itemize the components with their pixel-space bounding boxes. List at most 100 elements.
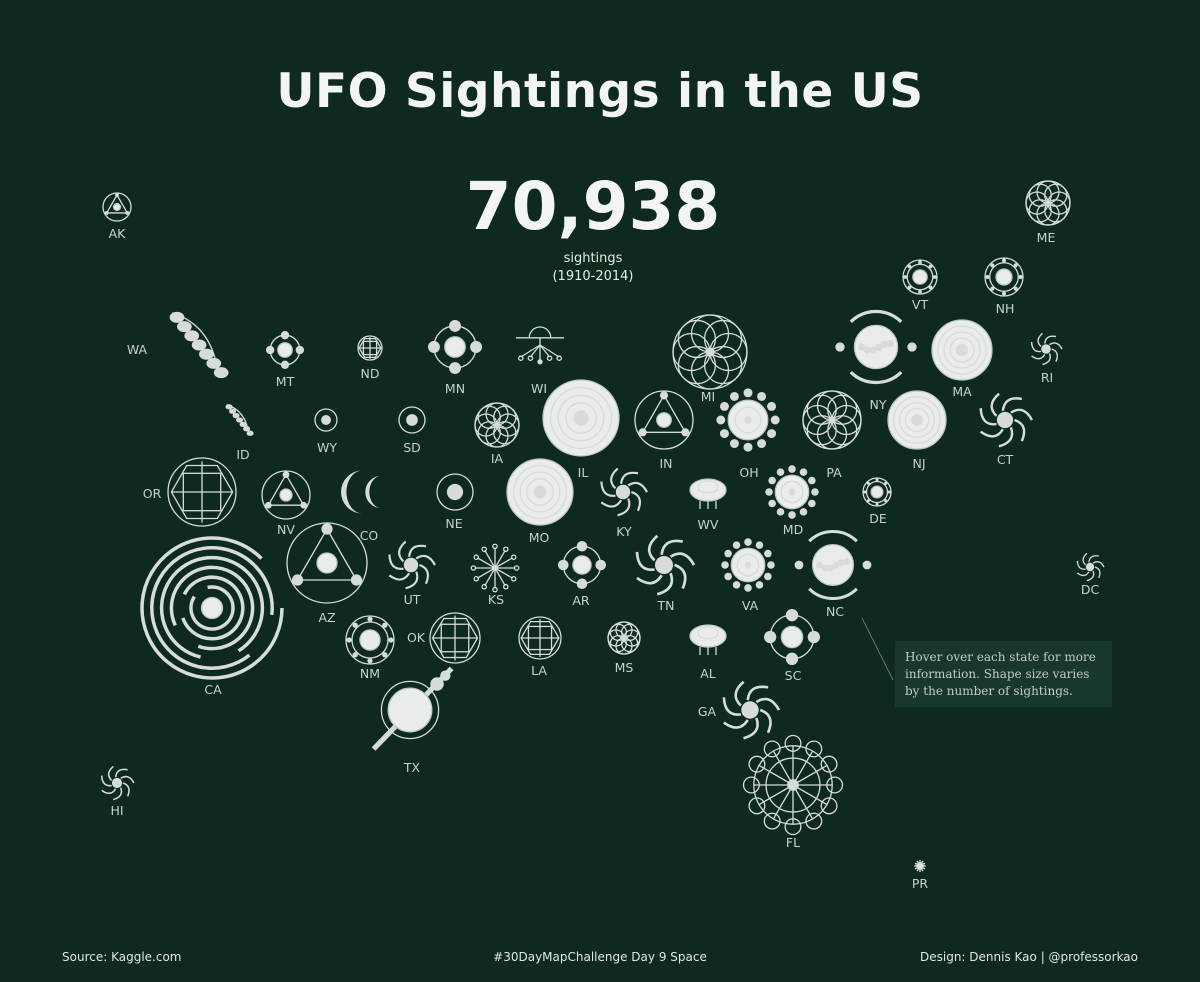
state-symbol-dc[interactable]: [1076, 552, 1105, 582]
state-symbol-or[interactable]: [167, 457, 237, 527]
state-label-wa: WA: [127, 342, 148, 357]
state-symbol-ca[interactable]: [140, 536, 284, 680]
state-label-nm: NM: [360, 666, 380, 681]
state-symbol-nv[interactable]: [261, 470, 311, 520]
state-symbol-fl[interactable]: [742, 734, 844, 836]
state-label-ms: MS: [615, 660, 634, 675]
state-symbol-nh[interactable]: [984, 257, 1024, 297]
state-label-ct: CT: [997, 452, 1014, 467]
state-label-me: ME: [1037, 230, 1056, 245]
state-symbol-ky[interactable]: [600, 467, 648, 517]
state-symbol-co[interactable]: [341, 470, 382, 514]
designer-credit: Design: Dennis Kao | @professorkao: [920, 950, 1138, 964]
state-label-sc: SC: [785, 668, 802, 683]
state-label-wv: WV: [698, 517, 719, 532]
state-label-nj: NJ: [912, 456, 925, 471]
state-label-mt: MT: [276, 374, 295, 389]
state-label-ks: KS: [488, 592, 504, 607]
state-symbol-wv[interactable]: [689, 478, 727, 509]
state-symbol-sd[interactable]: [398, 406, 426, 434]
state-symbol-ms[interactable]: [607, 621, 641, 655]
state-symbol-tn[interactable]: [635, 534, 696, 596]
state-label-pr: PR: [912, 876, 929, 891]
state-symbol-me[interactable]: [1025, 180, 1071, 226]
state-symbol-ma[interactable]: [931, 319, 993, 381]
state-label-wi: WI: [531, 381, 547, 396]
total-sightings-period: (1910-2014): [552, 269, 634, 284]
state-symbol-az[interactable]: [286, 522, 368, 604]
state-symbol-wi[interactable]: [516, 326, 564, 365]
state-symbol-ks[interactable]: [470, 543, 520, 593]
state-label-ar: AR: [572, 593, 590, 608]
state-symbol-nm[interactable]: [345, 615, 395, 665]
state-label-ne: NE: [445, 516, 462, 531]
state-symbol-va[interactable]: [721, 538, 775, 592]
state-label-ga: GA: [698, 704, 717, 719]
state-label-tx: TX: [403, 760, 421, 775]
tooltip-leader-line: [861, 617, 894, 681]
state-symbol-il[interactable]: [542, 379, 620, 457]
total-sightings-caption: sightings (1910-2014): [0, 250, 1186, 286]
state-symbol-pr[interactable]: [914, 860, 926, 872]
state-label-vt: VT: [912, 297, 929, 312]
map-title: UFO Sightings in the US: [276, 64, 924, 119]
state-label-al: AL: [700, 666, 716, 681]
hover-tooltip: Hover over each state for more informati…: [895, 641, 1112, 707]
state-label-sd: SD: [403, 440, 421, 455]
state-label-la: LA: [531, 663, 547, 678]
state-label-il: IL: [578, 465, 589, 480]
state-symbol-ny[interactable]: [835, 309, 917, 385]
state-label-ky: KY: [616, 524, 632, 539]
state-symbol-wy[interactable]: [314, 408, 338, 432]
state-symbol-nd[interactable]: [357, 335, 383, 361]
state-symbol-vt[interactable]: [902, 259, 938, 295]
state-symbol-oh[interactable]: [716, 388, 780, 452]
total-sightings-value: 70,938: [465, 168, 721, 245]
state-label-ak: AK: [109, 226, 127, 241]
state-symbol-ia[interactable]: [474, 402, 520, 448]
state-label-md: MD: [783, 522, 803, 537]
state-symbol-mt[interactable]: [266, 331, 304, 369]
state-symbol-ak[interactable]: [102, 192, 132, 222]
state-symbol-ar[interactable]: [558, 541, 606, 589]
state-label-ca: CA: [204, 682, 222, 697]
state-symbol-mo[interactable]: [506, 458, 574, 526]
state-label-ri: RI: [1041, 370, 1053, 385]
total-sightings-unit: sightings: [563, 251, 623, 266]
state-label-or: OR: [143, 486, 162, 501]
state-symbol-ga[interactable]: [722, 680, 781, 740]
source-credit: Source: Kaggle.com: [62, 950, 182, 964]
state-symbol-tx[interactable]: [371, 666, 454, 751]
challenge-tag: #30DayMapChallenge Day 9 Space: [493, 950, 707, 964]
state-symbol-nc[interactable]: [794, 530, 872, 600]
state-label-co: CO: [360, 528, 379, 543]
state-symbol-ct[interactable]: [979, 392, 1034, 448]
state-label-oh: OH: [739, 465, 758, 480]
state-symbol-la[interactable]: [518, 616, 562, 660]
state-symbol-ok[interactable]: [429, 612, 481, 664]
state-symbol-hi[interactable]: [100, 765, 135, 801]
state-symbol-nj[interactable]: [887, 390, 947, 450]
state-symbol-wa[interactable]: [169, 311, 229, 379]
state-label-ny: NY: [870, 397, 887, 412]
state-label-mn: MN: [445, 381, 465, 396]
state-label-fl: FL: [786, 835, 800, 850]
state-label-ut: UT: [404, 592, 421, 607]
state-symbol-in[interactable]: [634, 390, 694, 450]
state-label-nc: NC: [826, 604, 844, 619]
state-symbol-al[interactable]: [689, 624, 727, 655]
state-symbol-id[interactable]: [225, 403, 254, 436]
state-symbol-pa[interactable]: [802, 390, 862, 450]
state-label-in: IN: [659, 456, 672, 471]
state-symbol-mn[interactable]: [428, 320, 482, 374]
state-symbol-sc[interactable]: [764, 609, 820, 665]
state-symbol-ri[interactable]: [1030, 332, 1063, 366]
state-symbol-md[interactable]: [765, 465, 819, 519]
state-symbol-mi[interactable]: [672, 314, 748, 390]
state-label-mi: MI: [701, 389, 715, 404]
state-symbol-de[interactable]: [862, 477, 892, 507]
state-symbol-ut[interactable]: [388, 540, 436, 590]
state-label-va: VA: [742, 598, 759, 613]
state-label-wy: WY: [317, 440, 337, 455]
state-symbol-ne[interactable]: [436, 473, 474, 511]
